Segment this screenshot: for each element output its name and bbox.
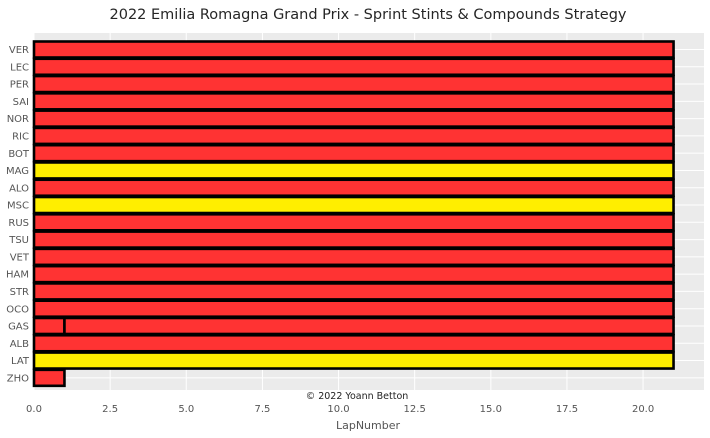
y-tick-label-mag: MAG [6, 166, 29, 177]
x-tick-label: 17.5 [556, 404, 578, 415]
stint-bar-ric-1 [32, 126, 675, 146]
stint-bar-ver-1 [32, 40, 675, 59]
x-tick-label: 7.5 [254, 404, 270, 415]
y-tick-label-alb: ALB [10, 339, 29, 350]
stint-bar-ham-1 [32, 264, 675, 284]
stint-bar-tsu-1 [32, 230, 675, 249]
chart-title: 2022 Emilia Romagna Grand Prix - Sprint … [110, 7, 627, 23]
y-tick-label-sai: SAI [13, 97, 29, 108]
y-tick-label-per: PER [10, 80, 29, 91]
stint-bar-nor-1 [32, 109, 675, 128]
y-tick-label-tsu: TSU [8, 235, 29, 246]
stint-bar-per-1 [32, 74, 675, 94]
stint-bar-lec-1 [32, 57, 675, 77]
y-tick-label-bot: BOT [8, 149, 30, 160]
y-tick-label-oco: OCO [6, 304, 29, 315]
x-axis-ticks: 0.0 2.5 5.0 7.5 10.0 12.5 15.0 17.5 20.0 [26, 404, 654, 415]
stint-bar-msc-1 [32, 195, 675, 215]
y-tick-label-msc: MSC [7, 201, 29, 212]
y-tick-label-ver: VER [9, 45, 29, 56]
x-tick-label: 15.0 [480, 404, 502, 415]
x-tick-label: 10.0 [327, 404, 349, 415]
x-tick-label: 12.5 [404, 404, 426, 415]
x-tick-label: 20.0 [632, 404, 654, 415]
stint-bar-oco-1 [32, 299, 675, 319]
stint-bar-sai-1 [32, 92, 675, 111]
y-tick-label-ham: HAM [6, 270, 29, 281]
stint-bar-gas-2 [63, 316, 675, 336]
stint-bar-gas-1 [32, 316, 66, 336]
copyright-annotation: © 2022 Yoann Betton [306, 391, 409, 402]
x-tick-label: 5.0 [178, 404, 194, 415]
stint-bar-zho-1 [32, 368, 66, 388]
stint-bar-alo-1 [32, 178, 675, 198]
y-tick-label-rus: RUS [8, 218, 29, 229]
x-tick-label: 0.0 [26, 404, 42, 415]
x-axis-label: LapNumber [336, 419, 401, 432]
stint-bar-bot-1 [32, 143, 675, 163]
stint-bar-mag-1 [32, 161, 675, 180]
y-tick-label-gas: GAS [8, 322, 29, 333]
stint-bar-rus-1 [32, 213, 675, 232]
y-tick-label-nor: NOR [7, 114, 29, 125]
stint-bar-lat-1 [32, 351, 675, 370]
y-axis-ticks: VER LEC PER SAI NOR RIC BOT MAG ALO MSC RUS TSU VET H… [6, 45, 30, 384]
y-tick-label-zho: ZHO [7, 373, 29, 384]
y-tick-label-ric: RIC [12, 132, 29, 143]
y-tick-label-vet: VET [10, 252, 30, 263]
y-tick-label-lec: LEC [10, 62, 29, 73]
x-tick-label: 2.5 [102, 404, 118, 415]
y-tick-label-alo: ALO [9, 183, 29, 194]
y-tick-label-lat: LAT [11, 356, 30, 367]
stint-bars [32, 40, 675, 388]
stint-bar-str-1 [32, 282, 675, 301]
stint-bar-vet-1 [32, 247, 675, 267]
y-tick-label-str: STR [10, 287, 29, 298]
stint-bar-alb-1 [32, 333, 675, 353]
